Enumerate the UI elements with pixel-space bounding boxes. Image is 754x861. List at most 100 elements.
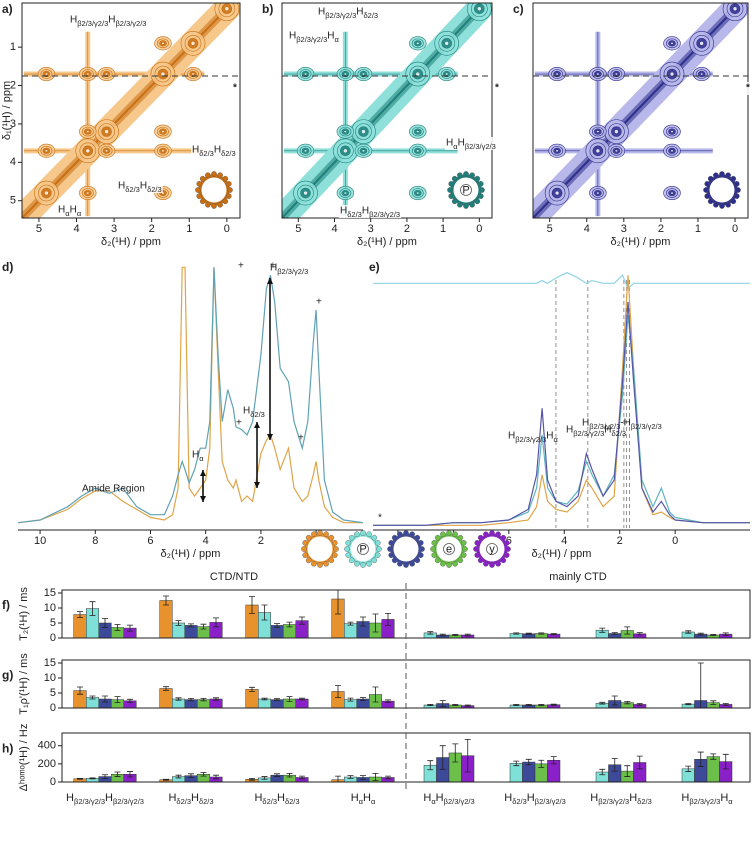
y-tick-label: 400	[38, 740, 56, 752]
icon-bead	[217, 172, 223, 179]
icon-bead	[360, 530, 366, 536]
icon-bead	[463, 203, 469, 209]
x-tick-label: 5	[36, 223, 42, 235]
error-bar	[550, 703, 557, 706]
contour-peak	[699, 72, 704, 76]
contour-peak	[415, 71, 421, 77]
x-tick-label: 0	[476, 223, 482, 235]
x-tick-label: 3	[621, 223, 627, 235]
contour-peak	[44, 149, 49, 153]
icon-bead	[305, 557, 312, 564]
icon-bead	[305, 534, 312, 541]
annotation-bg	[445, 137, 497, 150]
icon-bead	[500, 534, 507, 541]
error-bar	[299, 775, 305, 780]
contour-peak	[104, 72, 109, 76]
icon-bead	[452, 531, 458, 538]
error-bar	[360, 775, 366, 780]
icon-bead	[431, 540, 438, 546]
annotation: +	[270, 261, 276, 272]
icon-bead	[414, 557, 421, 564]
icon-letter: P	[462, 184, 469, 196]
icon-bead	[391, 534, 398, 541]
icon-bead	[457, 534, 464, 541]
error-bar	[710, 700, 717, 705]
contour-peak	[416, 130, 420, 134]
spectrum-line	[373, 301, 750, 526]
x-tick-label: 4	[73, 223, 79, 235]
error-bar	[335, 685, 341, 698]
error-bar	[249, 777, 255, 781]
icon-bead	[503, 552, 510, 558]
icon-bead	[448, 181, 455, 187]
y-axis-title: T₂(¹H) / ms	[18, 587, 30, 641]
icon-bead	[434, 534, 441, 541]
contour-peak	[191, 72, 195, 76]
x-tick-label: 6	[506, 535, 512, 547]
y-tick-label: 3	[10, 118, 16, 130]
error-bar	[114, 696, 121, 703]
icon-bead	[417, 552, 424, 558]
contour-diagonal	[533, 3, 742, 218]
contour-peak	[303, 190, 308, 196]
panel-label: b)	[262, 2, 273, 16]
icon-bead	[311, 560, 317, 567]
annotation-bg	[69, 14, 148, 27]
error-bar	[163, 778, 169, 781]
error-bar	[261, 697, 268, 701]
contour-peak	[161, 130, 165, 134]
x-tick-label: Hδ2/3Hδ2/3	[254, 792, 299, 807]
error-bar	[188, 623, 194, 628]
error-bar	[427, 760, 434, 771]
icon-bead	[503, 540, 510, 546]
contour-peak	[614, 149, 619, 153]
x-tick-label: 2	[258, 535, 264, 547]
icon-bead	[371, 534, 378, 541]
x-tick-label: 2	[658, 223, 664, 235]
contour-peak	[303, 149, 308, 153]
contour-peak	[670, 191, 674, 195]
icon-bead	[397, 531, 403, 538]
error-bar	[188, 698, 194, 702]
icon-bead	[440, 560, 446, 567]
icon-bead	[735, 187, 741, 193]
icon-bead	[483, 531, 489, 538]
x-tick-label: 4	[203, 535, 209, 547]
icon-bead	[495, 560, 501, 567]
error-bar	[464, 704, 471, 707]
annotation: +	[236, 418, 242, 429]
icon-bead	[311, 531, 317, 538]
icon-bead	[196, 181, 203, 187]
error-bar	[335, 590, 341, 615]
error-bar	[452, 634, 459, 636]
error-bar	[550, 756, 557, 765]
icon-bead	[704, 181, 711, 187]
icon-bead	[452, 560, 458, 567]
annotation: +	[316, 297, 322, 308]
icon-bead	[409, 560, 415, 567]
icon-bead	[451, 198, 458, 205]
x-tick-label: 0	[732, 223, 738, 235]
icon-bead	[430, 546, 436, 552]
x-tick-label: 5	[547, 223, 553, 235]
x-tick-label: 8	[92, 535, 98, 547]
annotation-bg	[339, 205, 402, 218]
annotation-bg	[117, 180, 163, 193]
error-bar	[611, 632, 618, 635]
error-bar	[624, 626, 631, 635]
icon-bead	[371, 557, 378, 564]
contour-peak	[343, 148, 348, 154]
y-tick-label: 15	[44, 657, 56, 669]
error-bar	[439, 745, 446, 770]
error-bar	[525, 758, 532, 766]
error-bar	[685, 630, 692, 634]
icon-bead	[374, 540, 381, 546]
y-tick-label: 0	[50, 632, 56, 644]
error-bar	[538, 704, 545, 706]
icon-bead	[474, 175, 481, 182]
error-bar	[599, 768, 606, 776]
x-tick-label: 5	[295, 223, 301, 235]
y-axis-title: T₁ρ'(¹H) / ms	[18, 653, 30, 715]
icon-letter: P	[359, 543, 366, 555]
icon-bead	[483, 560, 489, 567]
